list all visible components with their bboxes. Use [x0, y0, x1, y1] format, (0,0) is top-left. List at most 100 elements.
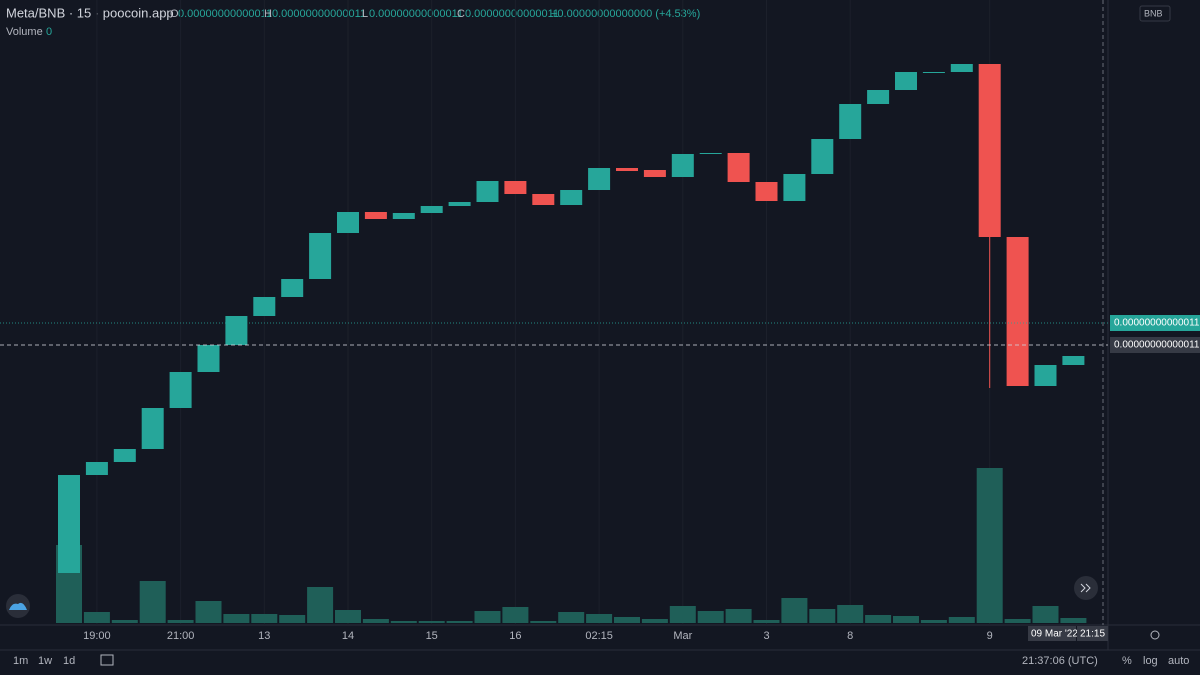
volume-bar	[641, 619, 668, 623]
volume-bar	[111, 620, 138, 623]
volume-bar	[418, 621, 445, 623]
h-value: 0.00000000000011	[272, 8, 366, 20]
price-label: 0.00000000000011	[1114, 340, 1200, 351]
volume-bar	[195, 601, 222, 623]
candle-body	[1006, 237, 1029, 386]
x-tick-label: Mar	[673, 630, 692, 642]
volume-value: 0	[46, 26, 52, 38]
volume-bar	[669, 606, 696, 623]
volume-bar	[502, 607, 529, 623]
volume-bar	[167, 620, 194, 623]
price-label-bg	[1110, 337, 1200, 353]
volume-bar	[753, 620, 780, 623]
volume-bar	[390, 621, 417, 623]
candle-body	[643, 170, 666, 177]
candle-body	[476, 181, 499, 202]
candle-body	[1062, 356, 1085, 365]
crosshair-time: 21:15	[1080, 629, 1105, 640]
volume-bar	[781, 598, 808, 623]
settings-icon[interactable]	[1150, 630, 1160, 640]
volume-bar	[920, 620, 947, 623]
h-label: H	[264, 8, 272, 20]
range[interactable]: 1w	[38, 655, 52, 667]
volume-bar	[223, 614, 250, 623]
candle-body	[281, 279, 304, 297]
range[interactable]: 1m	[13, 655, 28, 667]
volume-bar	[307, 587, 334, 623]
price-label: 0.00000000000011	[1114, 318, 1200, 329]
candle-body	[755, 182, 778, 201]
volume-bar	[1004, 619, 1031, 623]
x-tick-label: 15	[426, 630, 438, 642]
clock: 21:37:06 (UTC)	[1022, 655, 1098, 667]
volume-label: Volume	[6, 26, 43, 38]
candle-body	[811, 139, 834, 174]
candle-body	[141, 408, 164, 449]
volume-bar	[558, 612, 585, 623]
change: +0.00000000000000 (+4.53%)	[551, 8, 700, 20]
volume-bar	[83, 612, 110, 623]
candle-body	[699, 153, 722, 154]
scroll-icon	[1080, 583, 1091, 593]
candle-body	[337, 212, 359, 233]
x-tick-label: 8	[847, 630, 853, 642]
volume-bar	[586, 614, 613, 623]
candle-body	[783, 174, 806, 201]
volume-bar	[1060, 618, 1087, 623]
x-tick-label: 3	[763, 630, 769, 642]
volume-bar	[139, 581, 166, 623]
c-label: C	[457, 8, 465, 20]
candle-body	[922, 72, 945, 73]
range[interactable]: 1d	[63, 655, 75, 667]
candle-body	[420, 206, 443, 213]
l-value: 0.00000000000011	[369, 8, 463, 20]
crosshair-time-bg	[1077, 626, 1108, 641]
x-tick-label: 16	[509, 630, 521, 642]
crosshair-date-bg	[1028, 626, 1076, 641]
scroll-button[interactable]	[1074, 576, 1098, 600]
candle-body	[532, 194, 555, 205]
volume-bar	[893, 616, 919, 623]
x-tick-label: 9	[987, 630, 993, 642]
volume-bar	[251, 614, 278, 623]
symbol: Meta/BNB · 15 · poocoin.app	[6, 5, 174, 20]
volume-bar	[474, 611, 501, 623]
c-value: 0.00000000000011	[465, 8, 559, 20]
volume-bar	[976, 468, 1003, 623]
x-tick-label: 02:15	[585, 630, 613, 642]
log[interactable]: log	[1143, 655, 1158, 667]
volume-bar	[837, 605, 864, 623]
o-value: 0.00000000000011	[178, 8, 272, 20]
candle-body	[85, 462, 108, 475]
price-label-bg	[1110, 315, 1200, 331]
auto[interactable]: auto	[1168, 655, 1189, 667]
candle-body	[253, 297, 276, 316]
candle-body	[867, 90, 890, 104]
candle-body	[895, 72, 917, 90]
candle-body	[588, 168, 611, 190]
o-label: O	[170, 8, 179, 20]
volume-bar	[697, 611, 724, 623]
x-tick-label: 19:00	[83, 630, 111, 642]
candle-body	[671, 154, 694, 177]
x-tick-label: 14	[342, 630, 354, 642]
currency[interactable]: BNB	[1144, 8, 1163, 18]
crosshair-date: 09 Mar '22	[1031, 629, 1078, 640]
candle-body	[950, 64, 973, 72]
volume-bar	[446, 621, 473, 623]
candle-body	[839, 104, 862, 139]
candle-body	[560, 190, 583, 205]
candle-body	[197, 345, 220, 372]
candle-body	[392, 213, 415, 219]
volume-bar	[725, 609, 752, 623]
candle-body	[169, 372, 192, 408]
x-tick-label: 21:00	[167, 630, 195, 642]
date-range-icon[interactable]	[100, 654, 114, 666]
percent[interactable]: %	[1122, 655, 1132, 667]
volume-bar	[614, 617, 640, 623]
candle-body	[978, 64, 1001, 237]
logo-icon	[9, 602, 27, 610]
currency-button[interactable]	[1139, 5, 1171, 22]
candle-body	[616, 168, 638, 171]
